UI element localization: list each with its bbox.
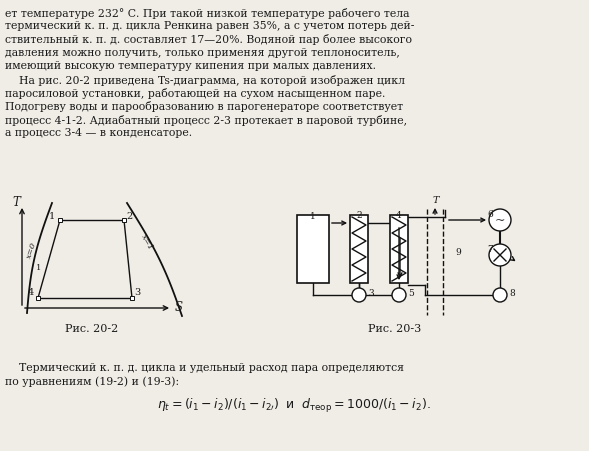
Text: процесс 4-1-2. Адиабатный процесс 2-3 протекает в паровой турбине,: процесс 4-1-2. Адиабатный процесс 2-3 пр… [5, 115, 407, 125]
Text: Термический к. п. д. цикла и удельный расход пара определяются: Термический к. п. д. цикла и удельный ра… [5, 363, 404, 373]
Text: 4: 4 [28, 288, 34, 297]
Text: давления можно получить, только применяя другой теплоноситель,: давления можно получить, только применяя… [5, 48, 400, 58]
Text: ет температуре 232° С. При такой низкой температуре рабочего тела: ет температуре 232° С. При такой низкой … [5, 8, 409, 19]
Text: 3: 3 [134, 288, 140, 297]
Circle shape [489, 209, 511, 231]
Text: Рис. 20-3: Рис. 20-3 [368, 324, 422, 334]
Text: 1: 1 [310, 212, 316, 221]
Text: имеющий высокую температуру кипения при малых давлениях.: имеющий высокую температуру кипения при … [5, 61, 376, 71]
Text: 5: 5 [408, 289, 414, 298]
Text: ствительный к. п. д. составляет 17—20%. Водяной пар более высокого: ствительный к. п. д. составляет 17—20%. … [5, 34, 412, 46]
Text: 1: 1 [36, 264, 41, 272]
Text: по уравнениям (19-2) и (19-3):: по уравнениям (19-2) и (19-3): [5, 376, 179, 387]
Text: Подогреву воды и парообразованию в парогенераторе соответствует: Подогреву воды и парообразованию в парог… [5, 101, 403, 112]
Text: паросиловой установки, работающей на сухом насыщенном паре.: паросиловой установки, работающей на сух… [5, 88, 385, 99]
Text: 8: 8 [509, 289, 515, 298]
Text: x=1: x=1 [139, 233, 154, 252]
Text: $\eta_t = (i_1 - i_2)/(i_1 - i_{2\prime})$$\;\text{ и }\;$$d_{\mathrm{теор}} = 1: $\eta_t = (i_1 - i_2)/(i_1 - i_{2\prime}… [157, 397, 431, 415]
Text: 3: 3 [368, 289, 373, 298]
Text: Рис. 20-2: Рис. 20-2 [65, 324, 118, 334]
Text: термический к. п. д. цикла Ренкина равен 35%, а с учетом потерь дей-: термический к. п. д. цикла Ренкина равен… [5, 21, 415, 31]
Text: T: T [433, 196, 439, 205]
Text: На рис. 20-2 приведена Ts-диаграмма, на которой изображен цикл: На рис. 20-2 приведена Ts-диаграмма, на … [5, 75, 405, 86]
Text: 2: 2 [356, 211, 362, 220]
Circle shape [392, 288, 406, 302]
Text: 4: 4 [396, 211, 402, 220]
Text: T: T [12, 196, 20, 209]
Bar [297, 215, 329, 283]
Text: 7: 7 [487, 245, 493, 254]
Text: 2: 2 [126, 212, 133, 221]
Text: 1: 1 [49, 212, 55, 221]
Bar [350, 215, 368, 283]
Circle shape [352, 288, 366, 302]
Text: x=0: x=0 [25, 241, 38, 260]
Bar [390, 215, 408, 283]
Text: 9: 9 [455, 248, 461, 257]
Text: 6: 6 [487, 210, 493, 219]
Circle shape [489, 244, 511, 266]
Text: S: S [175, 301, 183, 314]
Text: а процесс 3-4 — в конденсаторе.: а процесс 3-4 — в конденсаторе. [5, 128, 192, 138]
Circle shape [493, 288, 507, 302]
Text: ~: ~ [495, 215, 505, 227]
